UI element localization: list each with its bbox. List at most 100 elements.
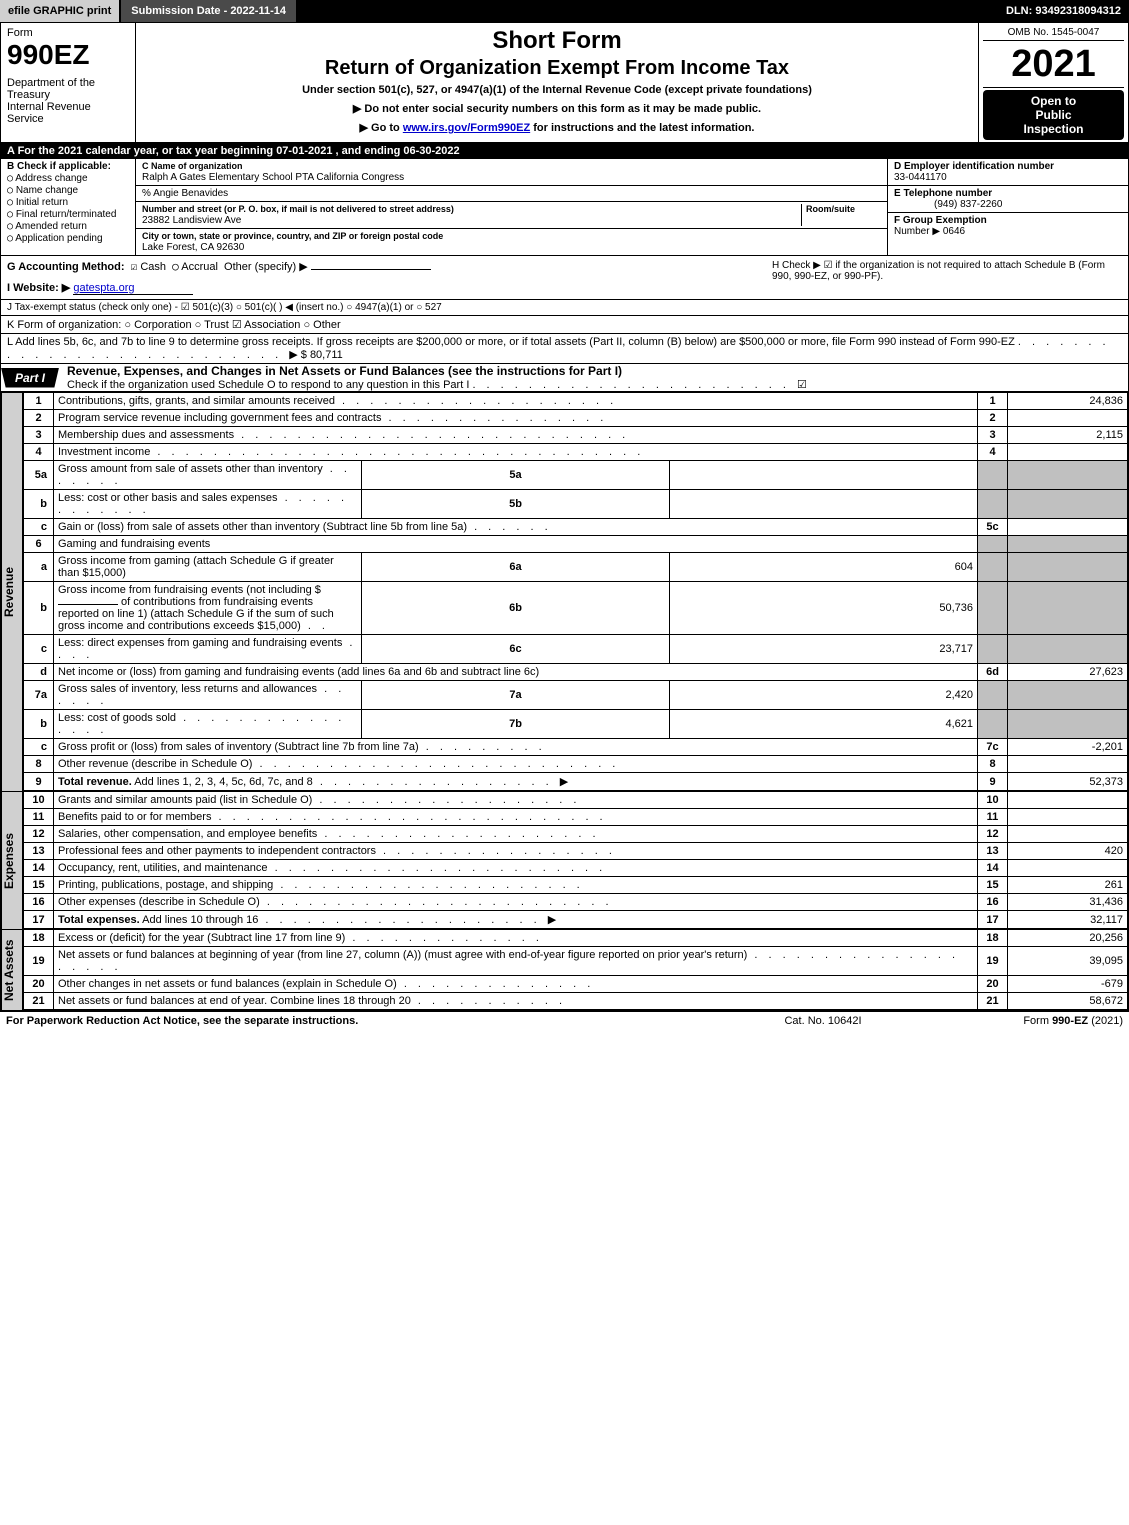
line-1: 1 Contributions, gifts, grants, and simi… <box>24 393 1128 410</box>
line-8: 8 Other revenue (describe in Schedule O)… <box>24 756 1128 773</box>
line-9: 9 Total revenue. Total revenue. Add line… <box>24 773 1128 791</box>
other-specify-input[interactable] <box>311 269 431 270</box>
room-label: Room/suite <box>806 204 855 214</box>
header-right: OMB No. 1545-0047 2021 Open to Public In… <box>978 23 1128 142</box>
line-15: 15 Printing, publications, postage, and … <box>24 877 1128 894</box>
phone-label: E Telephone number <box>894 188 992 199</box>
instr2-post: for instructions and the latest informat… <box>530 122 754 134</box>
row-l-text: L Add lines 5b, 6c, and 7b to line 9 to … <box>7 336 1015 348</box>
other-specify-label: Other (specify) ▶ <box>224 261 308 273</box>
accrual-label: Accrual <box>181 261 218 273</box>
ein-label: D Employer identification number <box>894 161 1054 172</box>
city-label: City or town, state or province, country… <box>142 231 443 241</box>
ein-value: 33-0441170 <box>894 172 947 183</box>
part-1-header: Part I Revenue, Expenses, and Changes in… <box>1 364 1128 392</box>
dln-label: DLN: 93492318094312 <box>998 0 1129 22</box>
line-7b: b Less: cost of goods sold . . . . . . .… <box>24 710 1128 739</box>
inspection-line2: Public <box>987 108 1120 122</box>
page-footer: For Paperwork Reduction Act Notice, see … <box>0 1011 1129 1030</box>
short-form-title: Short Form <box>144 27 970 55</box>
line-12: 12 Salaries, other compensation, and emp… <box>24 826 1128 843</box>
omb-number: OMB No. 1545-0047 <box>983 25 1124 41</box>
footer-formref: Form 990-EZ (2021) <box>923 1015 1123 1027</box>
group-exemption-label: F Group Exemption <box>894 215 987 226</box>
instruction-1: ▶ Do not enter social security numbers o… <box>144 102 970 115</box>
check-cash[interactable] <box>131 260 138 273</box>
part-1-tab: Part I <box>1 368 59 388</box>
line-6b: b Gross income from fundraising events (… <box>24 582 1128 635</box>
line-16: 16 Other expenses (describe in Schedule … <box>24 894 1128 911</box>
group-exemption-number-label: Number ▶ <box>894 226 940 237</box>
line-2: 2 Program service revenue including gove… <box>24 410 1128 427</box>
name-label: C Name of organization <box>142 161 243 171</box>
check-initial-return[interactable]: Initial return <box>7 197 129 208</box>
col-def: D Employer identification number 33-0441… <box>888 159 1128 255</box>
check-final-return[interactable]: Final return/terminated <box>7 209 129 220</box>
part-1-title: Revenue, Expenses, and Changes in Net As… <box>59 364 622 378</box>
irs-link[interactable]: www.irs.gov/Form990EZ <box>403 122 530 134</box>
revenue-vlabel: Revenue <box>1 392 23 791</box>
form-container: Form 990EZ Department of the Treasury In… <box>0 22 1129 1011</box>
col-b-header: B Check if applicable: <box>7 161 129 172</box>
col-b: B Check if applicable: Address change Na… <box>1 159 136 255</box>
check-accrual[interactable] <box>172 260 179 273</box>
subline: Under section 501(c), 527, or 4947(a)(1)… <box>144 84 970 96</box>
line-3: 3 Membership dues and assessments . . . … <box>24 427 1128 444</box>
line-5b: b Less: cost or other basis and sales ex… <box>24 490 1128 519</box>
line-20: 20 Other changes in net assets or fund b… <box>24 976 1128 993</box>
submission-date-button[interactable]: Submission Date - 2022-11-14 <box>121 0 298 22</box>
line-11: 11 Benefits paid to or for members . . .… <box>24 809 1128 826</box>
line-21: 21 Net assets or fund balances at end of… <box>24 993 1128 1010</box>
netassets-vlabel: Net Assets <box>1 929 23 1010</box>
form-number: 990EZ <box>7 39 129 71</box>
form-header: Form 990EZ Department of the Treasury In… <box>1 23 1128 143</box>
efile-print-button[interactable]: efile GRAPHIC print <box>0 0 121 22</box>
revenue-section: Revenue 1 Contributions, gifts, grants, … <box>1 392 1128 791</box>
line-6: 6 Gaming and fundraising events <box>24 536 1128 553</box>
care-of: % Angie Benavides <box>142 188 228 199</box>
line-18: 18 Excess or (deficit) for the year (Sub… <box>24 930 1128 947</box>
line-6d: d Net income or (loss) from gaming and f… <box>24 664 1128 681</box>
line-6a: a Gross income from gaming (attach Sched… <box>24 553 1128 582</box>
main-title: Return of Organization Exempt From Incom… <box>144 57 970 80</box>
street-value: 23882 Landisview Ave <box>142 215 241 226</box>
row-gh: G Accounting Method: Cash Accrual Other … <box>1 256 1128 300</box>
irs-label: Internal Revenue Service <box>7 101 129 125</box>
part-1-checkbox[interactable]: ☑ <box>797 379 807 391</box>
form-word: Form <box>7 27 129 39</box>
website-link[interactable]: gatespta.org <box>73 282 193 295</box>
line-6c: c Less: direct expenses from gaming and … <box>24 635 1128 664</box>
footer-catno: Cat. No. 10642I <box>723 1015 923 1027</box>
top-bar: efile GRAPHIC print Submission Date - 20… <box>0 0 1129 22</box>
cash-label: Cash <box>140 261 166 273</box>
h-check: H Check ▶ ☑ if the organization is not r… <box>772 260 1122 295</box>
accounting-method-label: G Accounting Method: <box>7 261 125 273</box>
line-17: 17 Total expenses. Add lines 10 through … <box>24 911 1128 929</box>
revenue-table: 1 Contributions, gifts, grants, and simi… <box>23 392 1128 791</box>
check-amended-return[interactable]: Amended return <box>7 221 129 232</box>
dept-label: Department of the Treasury <box>7 77 129 101</box>
header-mid: Short Form Return of Organization Exempt… <box>136 23 978 142</box>
line-7c: c Gross profit or (loss) from sales of i… <box>24 739 1128 756</box>
phone-value: (949) 837-2260 <box>894 199 1002 210</box>
row-l: L Add lines 5b, 6c, and 7b to line 9 to … <box>1 334 1128 364</box>
part-1-sub: Check if the organization used Schedule … <box>59 379 469 391</box>
check-address-change[interactable]: Address change <box>7 173 129 184</box>
row-l-amount: $ 80,711 <box>301 349 343 361</box>
footer-left: For Paperwork Reduction Act Notice, see … <box>6 1015 723 1027</box>
expenses-section: Expenses 10 Grants and similar amounts p… <box>1 791 1128 929</box>
check-application-pending[interactable]: Application pending <box>7 233 129 244</box>
netassets-section: Net Assets 18 Excess or (deficit) for th… <box>1 929 1128 1010</box>
line-13: 13 Professional fees and other payments … <box>24 843 1128 860</box>
col-c: C Name of organization Ralph A Gates Ele… <box>136 159 888 255</box>
inspection-box: Open to Public Inspection <box>983 90 1124 140</box>
instr2-pre: ▶ Go to <box>360 122 403 134</box>
row-j-tax-exempt: J Tax-exempt status (check only one) - ☑… <box>1 300 1128 316</box>
line-4: 4 Investment income . . . . . . . . . . … <box>24 444 1128 461</box>
expenses-vlabel: Expenses <box>1 791 23 929</box>
line-14: 14 Occupancy, rent, utilities, and maint… <box>24 860 1128 877</box>
instruction-2: ▶ Go to www.irs.gov/Form990EZ for instru… <box>144 121 970 134</box>
line-5a: 5a Gross amount from sale of assets othe… <box>24 461 1128 490</box>
street-label: Number and street (or P. O. box, if mail… <box>142 204 454 214</box>
check-name-change[interactable]: Name change <box>7 185 129 196</box>
